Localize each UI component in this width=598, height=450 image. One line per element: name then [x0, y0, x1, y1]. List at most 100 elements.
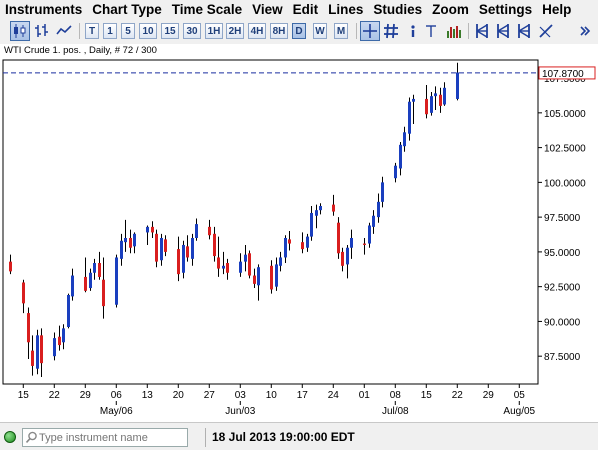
x-axis-month-label: May/06	[100, 406, 133, 417]
candle-body-2013-06-13	[284, 237, 287, 258]
candle-body-2013-07-11	[408, 101, 411, 134]
candle-body-2013-04-12	[9, 261, 12, 272]
x-axis-day-label: 06	[111, 390, 123, 401]
y-axis-tick-label: 92.5000	[544, 283, 581, 294]
candle-body-2013-04-26	[71, 275, 74, 297]
remove-drawings-icon[interactable]	[536, 21, 556, 41]
menu-help[interactable]: Help	[542, 2, 572, 17]
chart-header: WTI Crude 1. pos. , Daily, # 72 / 300	[4, 45, 157, 56]
current-price-label: 107.8700	[542, 69, 584, 80]
candle-body-2013-06-04	[244, 254, 247, 262]
candle-body-2013-05-16	[160, 237, 163, 261]
candle-body-2013-05-28	[213, 233, 216, 257]
fibonacci-fan-icon[interactable]	[493, 21, 513, 41]
price-chart[interactable]: 107.5000 105.0000 102.5000 100.0000 97.5000 9…	[0, 44, 598, 422]
candle-body-2013-07-09	[399, 144, 402, 169]
candle-body-2013-04-15	[22, 282, 25, 304]
timeframe-8h-button[interactable]: 8H	[270, 23, 288, 39]
candle-body-2013-07-01	[363, 243, 366, 245]
menu-edit[interactable]: Edit	[292, 2, 319, 17]
candle-body-2013-05-06	[115, 257, 118, 305]
timeframe-2h-button[interactable]: 2H	[226, 23, 244, 39]
candle-body-2013-06-10	[270, 265, 273, 290]
candle-body-2013-06-11	[275, 264, 278, 287]
candle-body-2013-05-22	[186, 246, 189, 258]
candle-body-2013-06-12	[279, 257, 282, 266]
x-axis-month-label: Aug/05	[503, 406, 535, 417]
menu-instruments[interactable]: Instruments	[5, 2, 83, 17]
menu-settings[interactable]: Settings	[478, 2, 533, 17]
timeframe-4h-button[interactable]: 4H	[248, 23, 266, 39]
x-axis-day-label: 03	[235, 390, 247, 401]
text-annotation-icon[interactable]	[421, 21, 441, 41]
candle-body-2013-04-17	[31, 350, 34, 366]
x-axis-day-label: 22	[452, 390, 464, 401]
timeframe-1h-button[interactable]: 1H	[205, 23, 223, 39]
candle-body-2013-04-19	[40, 335, 43, 364]
candle-body-2013-06-06	[253, 275, 256, 284]
candle-body-2013-06-07	[257, 267, 260, 286]
timeframe-30-button[interactable]: 30	[183, 23, 201, 39]
y-axis-tick-label: 90.0000	[544, 317, 581, 328]
candle-body-2013-04-25	[67, 295, 70, 327]
timeframe-w-button[interactable]: W	[313, 23, 327, 39]
toolbar-separator	[468, 23, 469, 39]
candle-body-2013-07-15	[425, 98, 428, 115]
candle-body-2013-05-02	[98, 263, 101, 277]
volume-icon[interactable]	[444, 21, 464, 41]
y-axis-tick-label: 102.5000	[544, 144, 586, 155]
candle-body-2013-05-15	[155, 233, 158, 262]
menu-zoom[interactable]: Zoom	[432, 2, 469, 17]
candle-body-2013-07-17	[434, 93, 437, 97]
candle-body-2013-06-14	[288, 239, 291, 244]
timeframe-10-button[interactable]: 10	[139, 23, 157, 39]
y-axis-tick-label: 107.5000	[544, 74, 586, 85]
menu-time-scale[interactable]: Time Scale	[171, 2, 243, 17]
ohlc-bar-chart-icon[interactable]	[32, 21, 52, 41]
instrument-search-input[interactable]	[39, 430, 184, 445]
line-chart-icon[interactable]	[54, 21, 74, 41]
timeframe-5-button[interactable]: 5	[121, 23, 135, 39]
menu-lines[interactable]: Lines	[328, 2, 364, 17]
timeframe-d-button[interactable]: D	[292, 23, 306, 39]
candle-body-2013-07-22	[456, 72, 459, 99]
candle-body-2013-06-05	[248, 253, 251, 276]
timeframe-1-button[interactable]: 1	[103, 23, 117, 39]
x-axis-day-label: 13	[142, 390, 154, 401]
instrument-search-box[interactable]	[22, 428, 188, 447]
gann-fan-icon[interactable]	[514, 21, 534, 41]
candle-body-2013-07-18	[439, 94, 442, 106]
timeframe-15-button[interactable]: 15	[161, 23, 179, 39]
candle-body-2013-06-26	[341, 251, 344, 266]
candle-body-2013-06-03	[239, 261, 242, 273]
chart-area[interactable]: 107.5000 105.0000 102.5000 100.0000 97.5000 9…	[0, 44, 598, 422]
crosshair-icon[interactable]	[360, 21, 380, 41]
candle-body-2013-04-23	[58, 336, 61, 346]
menu-studies[interactable]: Studies	[373, 2, 423, 17]
menu-view[interactable]: View	[252, 2, 283, 17]
timeframe-t-button[interactable]: T	[85, 23, 99, 39]
candle-body-2013-05-03	[102, 279, 105, 307]
candle-body-2013-05-07	[120, 240, 123, 259]
candle-body-2013-07-03	[372, 215, 375, 227]
toolbar-overflow-icon[interactable]	[575, 21, 595, 41]
candle-body-2013-06-20	[315, 210, 318, 216]
candle-body-2013-05-23	[191, 237, 194, 259]
x-axis-day-label: 22	[49, 390, 61, 401]
current-price-marker	[538, 66, 596, 80]
x-axis-day-label: 20	[173, 390, 185, 401]
y-axis-tick-label: 87.5000	[544, 352, 581, 363]
candle-body-2013-06-21	[319, 206, 322, 211]
search-icon	[25, 431, 37, 443]
andrews-pitchfork-icon[interactable]	[472, 21, 492, 41]
candle-body-2013-06-24	[332, 204, 335, 212]
timeframe-m-button[interactable]: M	[334, 23, 348, 39]
candlestick-chart-icon[interactable]	[10, 21, 30, 41]
grid-icon[interactable]	[381, 21, 401, 41]
info-icon[interactable]	[403, 21, 423, 41]
menu-chart-type[interactable]: Chart Type	[92, 2, 162, 17]
candle-body-2013-04-24	[62, 328, 65, 343]
x-axis-day-label: 15	[421, 390, 433, 401]
status-bar: 18 Jul 2013 19:00:00 EDT	[0, 422, 598, 450]
candle-body-2013-07-05	[381, 182, 384, 202]
